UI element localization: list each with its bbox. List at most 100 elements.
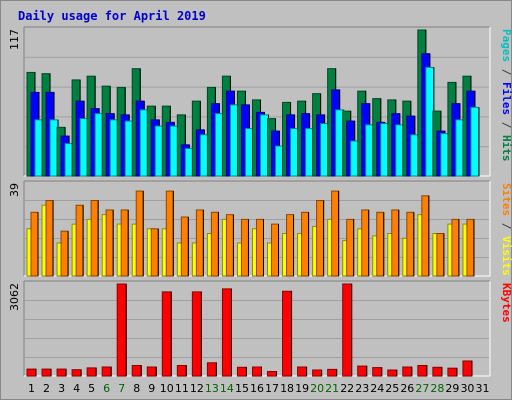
bar-sites bbox=[376, 211, 385, 277]
day-23 bbox=[357, 365, 368, 377]
day-2 bbox=[41, 200, 54, 277]
day-9 bbox=[146, 105, 164, 177]
day-28 bbox=[432, 233, 445, 277]
bar-sites bbox=[225, 214, 234, 277]
legend-segment: Sites bbox=[500, 183, 512, 216]
x-tick-label: 20 bbox=[310, 382, 324, 395]
bar-kbytes bbox=[71, 369, 82, 377]
x-tick-label: 5 bbox=[88, 382, 95, 395]
day-17 bbox=[267, 370, 278, 377]
day-17 bbox=[267, 223, 280, 277]
bar-sites bbox=[90, 200, 99, 277]
day-30 bbox=[462, 75, 480, 177]
bar-sites bbox=[436, 233, 445, 277]
bar-kbytes bbox=[462, 360, 473, 377]
bar-kbytes bbox=[372, 367, 383, 377]
x-tick-label: 15 bbox=[235, 382, 249, 395]
day-14 bbox=[221, 214, 234, 277]
bar-sites bbox=[195, 209, 204, 277]
day-4 bbox=[71, 204, 84, 277]
legend-segment: / bbox=[500, 216, 512, 236]
day-16 bbox=[251, 218, 264, 277]
day-25 bbox=[387, 209, 400, 277]
x-tick-label: 8 bbox=[133, 382, 140, 395]
day-21 bbox=[327, 368, 338, 377]
x-tick-label: 13 bbox=[205, 382, 219, 395]
bar-kbytes bbox=[26, 368, 37, 377]
x-tick-label: 30 bbox=[460, 382, 474, 395]
bar-kbytes bbox=[327, 368, 338, 377]
day-13 bbox=[206, 211, 219, 277]
bar-kbytes bbox=[417, 364, 428, 377]
y-axis-max-label: 117 bbox=[8, 29, 21, 50]
bar-sites bbox=[210, 211, 219, 277]
day-24 bbox=[372, 367, 383, 377]
bar-sites bbox=[30, 211, 39, 277]
bar-sites bbox=[406, 211, 415, 277]
day-27 bbox=[417, 364, 428, 377]
bar-pages bbox=[470, 106, 480, 177]
bar-kbytes bbox=[447, 367, 458, 377]
bar-kbytes bbox=[101, 366, 112, 377]
bar-kbytes bbox=[267, 370, 278, 377]
bar-kbytes bbox=[357, 365, 368, 377]
bar-sites bbox=[271, 223, 280, 277]
day-25 bbox=[387, 369, 398, 377]
day-7 bbox=[116, 209, 129, 277]
day-9 bbox=[146, 228, 159, 277]
day-30 bbox=[462, 218, 475, 277]
day-15 bbox=[236, 90, 254, 177]
bar-kbytes bbox=[312, 369, 323, 377]
day-14 bbox=[221, 288, 232, 377]
day-20 bbox=[312, 93, 330, 177]
bar-sites bbox=[135, 190, 144, 277]
y-axis-max-label: 3062 bbox=[8, 283, 21, 311]
legend-segment: Hits bbox=[500, 135, 512, 162]
bar-kbytes bbox=[161, 291, 172, 377]
panel-hits-files-pages: 117 Pages / Files / Hits bbox=[8, 26, 512, 177]
bar-sites bbox=[165, 190, 174, 277]
day-20 bbox=[312, 369, 323, 377]
day-12 bbox=[191, 209, 204, 277]
day-18 bbox=[282, 214, 295, 277]
legend-segment: Files bbox=[500, 82, 512, 115]
day-1 bbox=[26, 368, 37, 377]
x-tick-label: 17 bbox=[265, 382, 279, 395]
legend-segment: KBytes bbox=[500, 283, 512, 323]
day-1 bbox=[26, 211, 39, 277]
bar-kbytes bbox=[342, 283, 353, 377]
day-19 bbox=[297, 366, 308, 377]
bar-sites bbox=[180, 216, 189, 277]
legend-hits-files-pages: Pages / Files / Hits bbox=[500, 29, 512, 162]
day-30 bbox=[462, 360, 473, 377]
bar-sites bbox=[391, 209, 400, 277]
day-18 bbox=[282, 290, 293, 377]
x-tick-label: 10 bbox=[160, 382, 174, 395]
day-22 bbox=[342, 283, 353, 377]
day-9 bbox=[146, 366, 157, 377]
bar-kbytes bbox=[402, 366, 413, 377]
day-7 bbox=[116, 283, 127, 377]
bar-sites bbox=[301, 211, 310, 277]
legend-visits-sites: Sites / Visits bbox=[500, 183, 512, 276]
bar-kbytes bbox=[191, 291, 202, 377]
day-8 bbox=[131, 190, 144, 277]
bar-sites bbox=[451, 218, 460, 277]
bar-sites bbox=[45, 200, 54, 277]
bar-kbytes bbox=[146, 366, 157, 377]
bar-sites bbox=[421, 195, 430, 277]
bar-kbytes bbox=[41, 368, 52, 377]
bar-kbytes bbox=[86, 367, 97, 377]
day-16 bbox=[251, 366, 262, 377]
day-11 bbox=[176, 364, 187, 377]
day-3 bbox=[56, 368, 67, 377]
bar-kbytes bbox=[387, 369, 398, 377]
bar-sites bbox=[150, 228, 159, 277]
x-tick-label: 7 bbox=[118, 382, 125, 395]
day-26 bbox=[402, 366, 413, 377]
day-6 bbox=[101, 366, 112, 377]
bar-kbytes bbox=[116, 283, 127, 377]
day-8 bbox=[131, 364, 142, 377]
legend-segment: Pages bbox=[500, 29, 512, 62]
